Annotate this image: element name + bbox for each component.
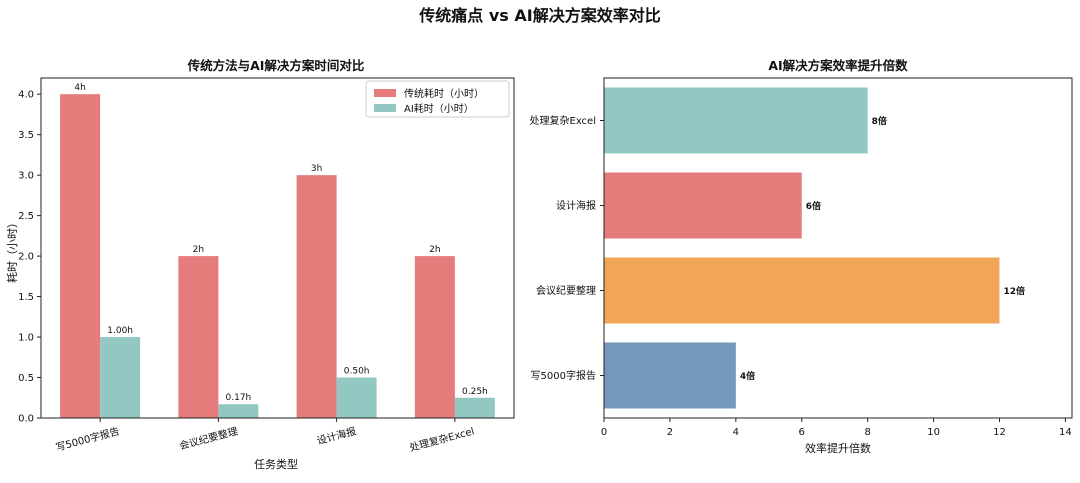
y-tick-label: 处理复杂Excel [530,114,597,127]
y-tick-label: 2.0 [18,252,34,263]
x-tick-label: 2 [667,427,673,438]
left-legend: 传统耗时（小时） AI耗时（小时） [365,80,510,118]
y-tick-label: 会议纪要整理 [536,284,596,297]
legend-swatch [374,104,396,112]
right-chart-title: AI解决方案效率提升倍数 [768,58,908,73]
data-label: 8倍 [872,115,887,127]
x-tick-label: 处理复杂Excel [408,424,476,454]
ai-bar [100,337,141,418]
data-label: 6倍 [806,200,821,212]
right-chart: AI解决方案效率提升倍数 效率提升倍数 8倍 6倍 12倍 4倍 处理复杂Excel 设… [530,58,1073,455]
data-label: 0.50h [344,367,370,377]
legend-entry: 传统耗时（小时） [404,87,484,100]
y-tick-label: 2.5 [18,211,34,222]
efficiency-bar [604,87,868,154]
data-label: 12倍 [1003,285,1025,297]
x-tick-label: 8 [864,427,870,438]
ai-bar [454,397,495,418]
x-tick-label: 写5000字报告 [54,424,121,453]
traditional-bar [296,175,337,418]
data-label: 4倍 [740,370,755,382]
y-tick-label: 0.0 [18,414,34,425]
data-label: 1.00h [107,326,133,336]
efficiency-bar [604,257,1000,324]
legend-swatch [374,89,396,97]
y-tick-label: 3.0 [18,171,34,182]
x-tick-label: 6 [799,427,805,438]
left-x-axis-label: 任务类型 [254,457,298,471]
legend-entry: AI耗时（小时） [404,103,474,115]
data-label: 3h [311,164,322,174]
figure-title: 传统痛点 vs AI解决方案效率对比 [418,6,660,25]
ai-bar [218,404,259,418]
y-tick-label: 0.5 [18,373,34,384]
plot-frame [603,77,1073,419]
y-tick-label: 设计海报 [556,199,596,212]
left-chart: 传统方法与AI解决方案时间对比 任务类型 耗时（小时） 4h 1.00h 2h 0.1… [6,58,515,471]
legend-box [365,80,510,118]
x-tick-label: 0 [601,427,607,438]
y-tick-label: 1.0 [18,333,34,344]
x-tick-label: 会议纪要整理 [178,424,239,452]
x-tick-label: 14 [1059,427,1072,438]
x-tick-label: 12 [993,427,1006,438]
traditional-bar [414,256,455,418]
x-tick-label: 4 [733,427,739,438]
y-tick-label: 3.5 [18,130,34,141]
traditional-bar [60,94,101,418]
y-tick-label: 1.5 [18,292,34,303]
x-tick-label: 10 [927,427,940,438]
left-y-axis-label: 耗时（小时） [6,217,19,283]
y-tick-label: 写5000字报告 [531,369,596,382]
x-tick-label: 设计海报 [315,424,357,447]
data-label: 2h [193,245,204,255]
plot-frame [40,77,515,419]
traditional-bar [178,256,219,418]
right-x-axis-label: 效率提升倍数 [805,441,871,455]
ai-bar [336,377,377,418]
data-label: 0.17h [226,393,252,403]
y-tick-label: 4.0 [18,90,34,101]
left-chart-title: 传统方法与AI解决方案时间对比 [187,58,365,73]
data-label: 0.25h [462,387,488,397]
data-label: 2h [429,245,440,255]
data-label: 4h [74,83,85,93]
efficiency-bar [604,342,736,409]
efficiency-bar [604,172,802,239]
